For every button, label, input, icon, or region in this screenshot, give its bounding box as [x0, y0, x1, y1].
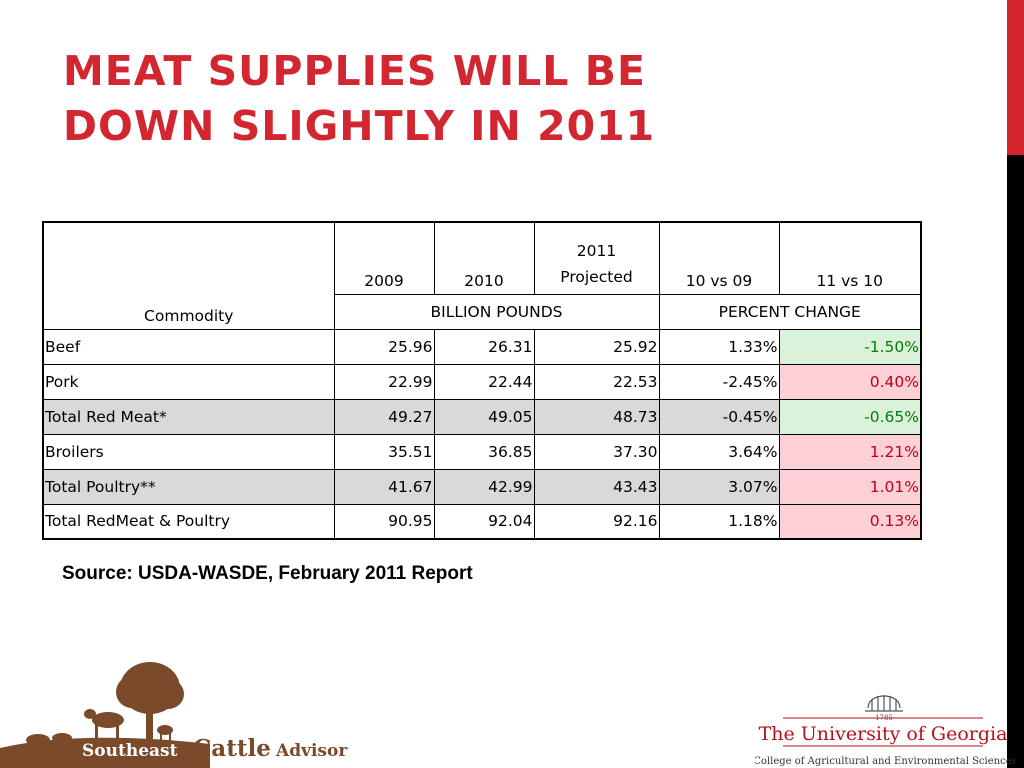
- header-2010: 2010: [433, 221, 535, 295]
- slide-title-line-1: MEAT SUPPLIES WILL BE: [63, 47, 646, 95]
- cell-10vs09: 1.33%: [658, 328, 780, 365]
- cell-2010: 36.85: [433, 433, 535, 470]
- cell-11vs10: 0.40%: [778, 363, 922, 400]
- logo-word-cattle: Cattle: [193, 735, 271, 762]
- table-row-total: Total Red Meat* 49.27 49.05 48.73 -0.45%…: [42, 398, 922, 435]
- source-note: Source: USDA-WASDE, February 2011 Report: [62, 563, 473, 584]
- cell-2009: 41.67: [333, 468, 435, 505]
- cell-10vs09: 1.18%: [658, 503, 780, 540]
- arch-icon: [865, 695, 903, 712]
- header-commodity: Commodity: [42, 221, 335, 330]
- cell-commodity: Pork: [42, 363, 335, 400]
- header-10vs09: 10 vs 09: [658, 221, 780, 295]
- meat-supply-table: Commodity 2009 2010 2011 Projected 10 vs…: [42, 221, 922, 540]
- cell-2009: 35.51: [333, 433, 435, 470]
- cell-2009: 25.96: [333, 328, 435, 365]
- cell-commodity: Broilers: [42, 433, 335, 470]
- cell-10vs09: 3.64%: [658, 433, 780, 470]
- cell-10vs09: 3.07%: [658, 468, 780, 505]
- cell-2009: 90.95: [333, 503, 435, 540]
- header-11vs10: 11 vs 10: [778, 221, 922, 295]
- cell-2011: 92.16: [533, 503, 660, 540]
- header-row-years: Commodity 2009 2010 2011 Projected 10 vs…: [42, 221, 922, 330]
- slide-title: MEAT SUPPLIES WILL BE DOWN SLIGHTLY IN 2…: [63, 44, 963, 154]
- uga-college: College of Agricultural and Environmenta…: [755, 756, 1015, 767]
- uga-name: The University of Georgia: [759, 723, 1008, 745]
- cell-2010: 92.04: [433, 503, 535, 540]
- cell-2011: 48.73: [533, 398, 660, 435]
- cell-2010: 26.31: [433, 328, 535, 365]
- table-row-total: Total Poultry** 41.67 42.99 43.43 3.07% …: [42, 468, 922, 505]
- southeast-cattle-advisor-logo: Southeast Cattle Advisor: [0, 662, 348, 768]
- header-billion-pounds: BILLION POUNDS: [333, 293, 660, 330]
- accent-bar-red: [1007, 0, 1024, 155]
- cell-commodity: Beef: [42, 328, 335, 365]
- cell-2009: 22.99: [333, 363, 435, 400]
- cell-11vs10: -0.65%: [778, 398, 922, 435]
- cell-2010: 49.05: [433, 398, 535, 435]
- uga-logo: 1785 The University of Georgia College o…: [755, 695, 1015, 767]
- logo-word-southeast: Southeast: [82, 741, 178, 761]
- cell-11vs10: 1.21%: [778, 433, 922, 470]
- table-row: Pork 22.99 22.44 22.53 -2.45% 0.40%: [42, 363, 922, 400]
- cell-2011: 22.53: [533, 363, 660, 400]
- table-row-total: Total RedMeat & Poultry 90.95 92.04 92.1…: [42, 503, 922, 540]
- header-2011: 2011: [576, 241, 617, 260]
- cell-commodity: Total Poultry**: [42, 468, 335, 505]
- cell-2009: 49.27: [333, 398, 435, 435]
- cell-2010: 42.99: [433, 468, 535, 505]
- header-row-units: BILLION POUNDS PERCENT CHANGE: [43, 293, 922, 330]
- header-2011-projected: 2011 Projected: [533, 221, 660, 295]
- table-row: Broilers 35.51 36.85 37.30 3.64% 1.21%: [42, 433, 922, 470]
- cell-11vs10: 1.01%: [778, 468, 922, 505]
- table-row: Beef 25.96 26.31 25.92 1.33% -1.50%: [42, 328, 922, 365]
- cell-commodity: Total Red Meat*: [42, 398, 335, 435]
- cell-commodity: Total RedMeat & Poultry: [42, 503, 335, 540]
- slide-title-line-2: DOWN SLIGHTLY IN 2011: [63, 102, 656, 150]
- cell-10vs09: -2.45%: [658, 363, 780, 400]
- header-projected: Projected: [560, 267, 633, 286]
- header-percent-change: PERCENT CHANGE: [658, 293, 922, 330]
- cell-11vs10: -1.50%: [778, 328, 922, 365]
- cell-2011: 37.30: [533, 433, 660, 470]
- cell-11vs10: 0.13%: [778, 503, 922, 540]
- cell-2011: 25.92: [533, 328, 660, 365]
- cell-10vs09: -0.45%: [658, 398, 780, 435]
- accent-bar-black: [1007, 155, 1024, 768]
- cell-2010: 22.44: [433, 363, 535, 400]
- logo-word-advisor: Advisor: [275, 741, 348, 761]
- header-2009: 2009: [333, 221, 435, 295]
- cell-2011: 43.43: [533, 468, 660, 505]
